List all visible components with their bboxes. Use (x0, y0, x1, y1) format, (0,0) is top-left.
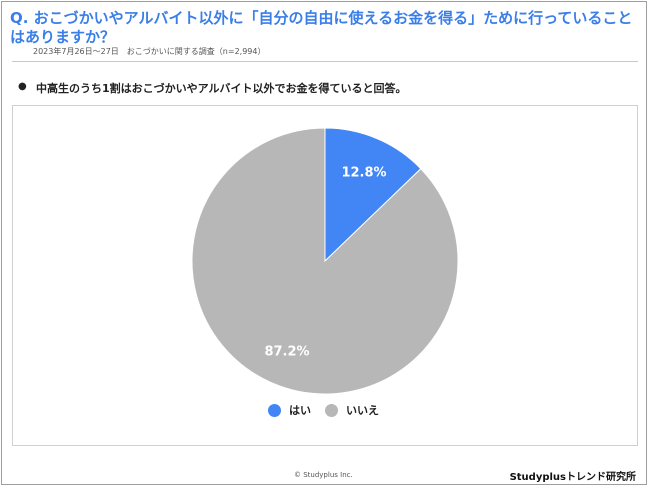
question-title: Q. おこづかいやアルバイト以外に「自分の自由に使えるお金を得る」ために行ってい… (10, 9, 633, 46)
legend-swatch-yes (268, 403, 281, 417)
data-label-1: 87.2% (264, 345, 309, 360)
legend-item-no: いいえ (325, 402, 379, 418)
pie-slice-1 (191, 127, 459, 395)
legend-item-yes: はい (268, 402, 311, 418)
bullet-icon: ● (18, 81, 27, 92)
copyright: © Studyplus Inc. (294, 471, 353, 479)
legend-label-no: いいえ (346, 404, 379, 417)
legend-swatch-no (325, 403, 338, 417)
survey-note: 2023年7月26日〜27日 おこづかいに関する調査（n=2,994） (33, 47, 266, 56)
key-finding: 中高生のうち1割はおこづかいやアルバイト以外でお金を得ていると回答。 (36, 82, 407, 95)
pie-slice-0 (324, 127, 422, 263)
legend-label-yes: はい (289, 404, 311, 417)
brand-logo-text: Studyplusトレンド研究所 (509, 472, 636, 483)
data-label-0: 12.8% (341, 166, 386, 181)
header-divider (12, 61, 638, 62)
